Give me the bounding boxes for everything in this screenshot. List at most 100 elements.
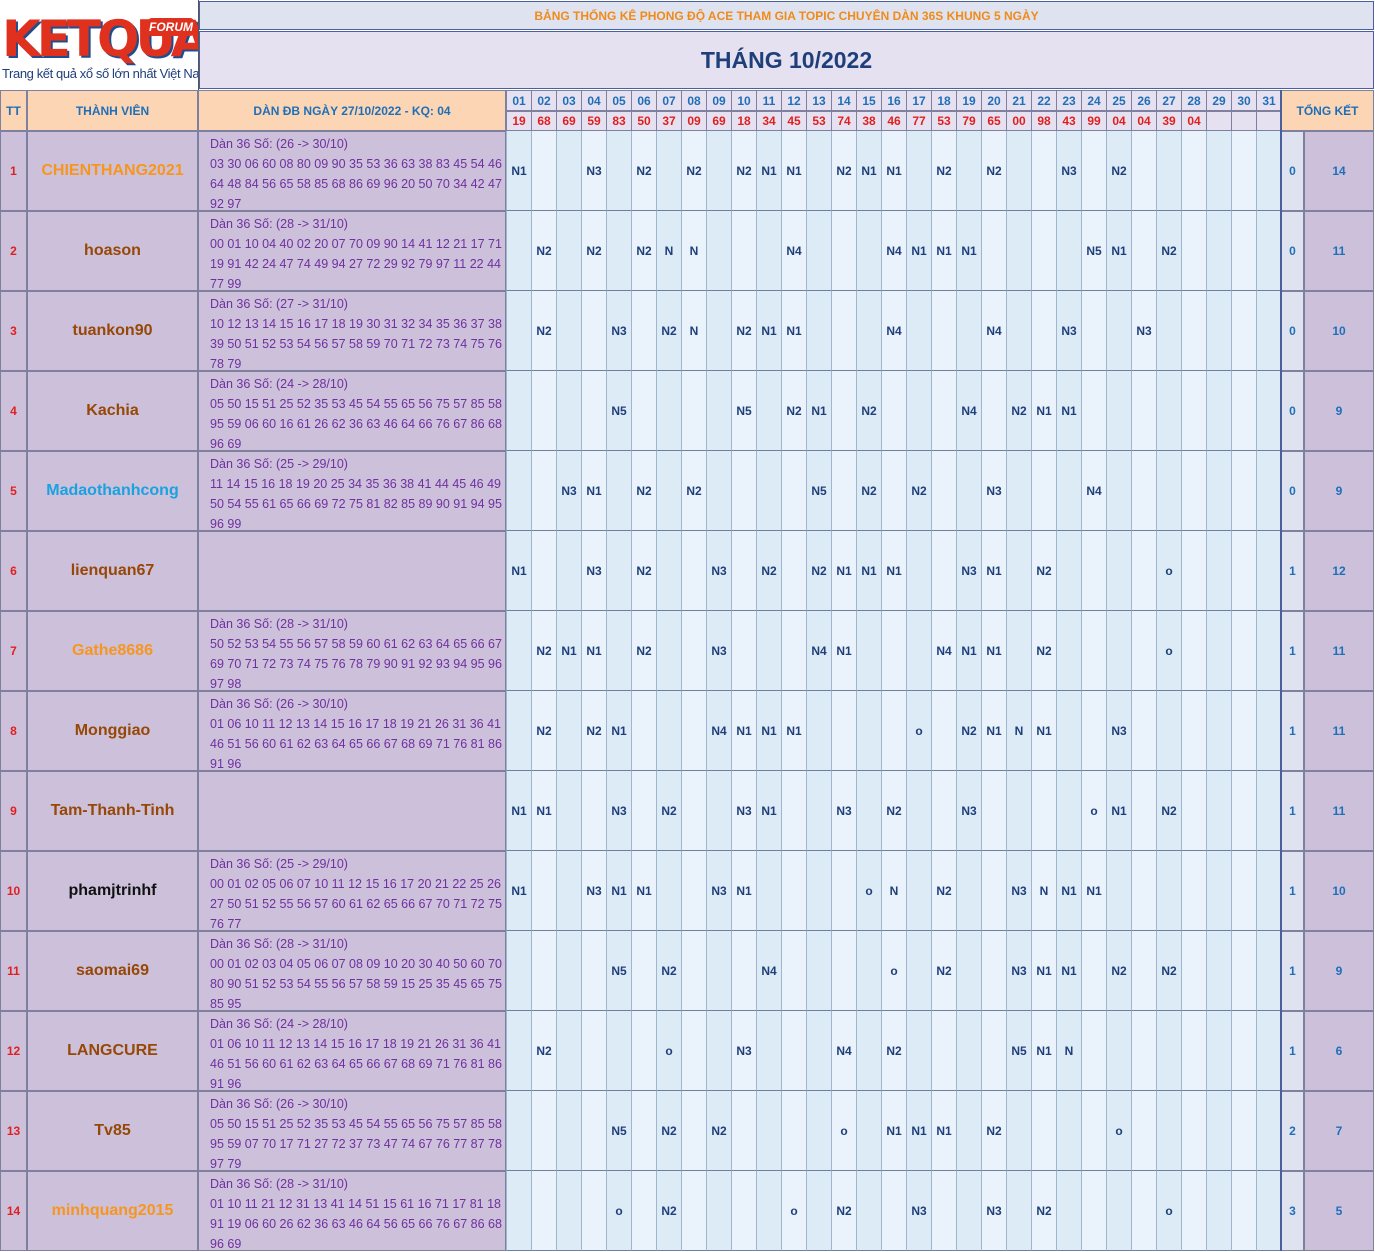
- total-score: 9: [1304, 451, 1374, 531]
- day-mark: [881, 371, 906, 451]
- dan-line: 01 06 10 11 12 13 14 15 16 17 18 19 21 2…: [210, 717, 502, 731]
- day-mark: [956, 131, 981, 211]
- day-mark: [1231, 371, 1256, 451]
- day-mark: N3: [981, 451, 1006, 531]
- day-mark: N2: [656, 1091, 681, 1171]
- day-mark: N3: [1056, 291, 1081, 371]
- day-header: 21: [1006, 90, 1031, 111]
- dan-numbers: Dàn 36 Số: (25 -> 29/10) 00 01 02 05 06 0…: [198, 851, 506, 931]
- member-name[interactable]: Madaothanhcong: [27, 451, 198, 531]
- day-mark: [606, 211, 631, 291]
- day-header: 19: [956, 90, 981, 111]
- day-mark: [906, 851, 931, 931]
- day-mark: N3: [581, 851, 606, 931]
- dan-line: 01 10 11 21 12 31 13 41 14 51 15 61 16 7…: [210, 1197, 502, 1211]
- day-mark: [556, 211, 581, 291]
- day-mark: [1181, 291, 1206, 371]
- day-mark: N2: [1006, 371, 1031, 451]
- member-name[interactable]: Tam-Thanh-Tinh: [27, 771, 198, 851]
- day-mark: [506, 371, 531, 451]
- day-result: 19: [506, 111, 531, 131]
- day-result: 59: [581, 111, 606, 131]
- member-name[interactable]: saomai69: [27, 931, 198, 1011]
- day-mark: [1206, 691, 1231, 771]
- day-mark: [1206, 531, 1231, 611]
- day-mark: N3: [606, 771, 631, 851]
- member-name[interactable]: phamjtrinhf: [27, 851, 198, 931]
- day-mark: [581, 371, 606, 451]
- dan-line: 80 90 51 52 53 54 55 56 57 58 59 15 25 3…: [210, 977, 502, 991]
- site-logo[interactable]: KETQUA2 FORUM Trang kết quả xổ số lớn nh…: [0, 0, 199, 91]
- day-mark: [781, 1011, 806, 1091]
- member-name[interactable]: Tv85: [27, 1091, 198, 1171]
- member-name[interactable]: Monggiao: [27, 691, 198, 771]
- day-mark: [881, 1171, 906, 1251]
- day-mark: [706, 771, 731, 851]
- miss-count: 0: [1281, 451, 1304, 531]
- day-header: 03: [556, 90, 581, 111]
- day-mark: [1031, 451, 1056, 531]
- day-mark: [956, 1091, 981, 1171]
- day-mark: N1: [556, 611, 581, 691]
- dan-line: 77 99: [210, 277, 242, 291]
- day-result: 50: [631, 111, 656, 131]
- member-name[interactable]: minhquang2015: [27, 1171, 198, 1251]
- day-mark: [531, 1091, 556, 1171]
- day-mark: [906, 611, 931, 691]
- row-number: 1: [0, 131, 27, 211]
- day-mark: [1156, 691, 1181, 771]
- dan-heading: Dàn 36 Số: (24 -> 28/10): [210, 377, 348, 391]
- day-result: 69: [556, 111, 581, 131]
- day-mark: o: [606, 1171, 631, 1251]
- day-mark: [1181, 131, 1206, 211]
- member-name[interactable]: tuankon90: [27, 291, 198, 371]
- day-mark: N2: [931, 131, 956, 211]
- day-mark: [1106, 851, 1131, 931]
- member-name[interactable]: Gathe8686: [27, 611, 198, 691]
- day-mark: [1256, 691, 1281, 771]
- member-name[interactable]: LANGCURE: [27, 1011, 198, 1091]
- day-mark: [1231, 931, 1256, 1011]
- day-mark: [1131, 771, 1156, 851]
- member-name[interactable]: Kachia: [27, 371, 198, 451]
- day-result: 65: [981, 111, 1006, 131]
- member-name[interactable]: lienquan67: [27, 531, 198, 611]
- dan-numbers: Dàn 36 Số: (28 -> 31/10) 01 10 11 21 12 3…: [198, 1171, 506, 1251]
- day-mark: N4: [931, 611, 956, 691]
- day-header: 06: [631, 90, 656, 111]
- day-mark: [906, 1011, 931, 1091]
- day-header: 16: [881, 90, 906, 111]
- day-mark: [556, 531, 581, 611]
- day-result: 68: [531, 111, 556, 131]
- dan-numbers: Dàn 36 Số: (26 -> 30/10) 01 06 10 11 12 1…: [198, 691, 506, 771]
- dan-numbers: Dàn 36 Số: (28 -> 31/10) 50 52 53 54 55 5…: [198, 611, 506, 691]
- day-mark: [1156, 451, 1181, 531]
- member-name[interactable]: hoason: [27, 211, 198, 291]
- day-mark: [956, 1011, 981, 1091]
- day-result: 39: [1156, 111, 1181, 131]
- day-mark: N2: [531, 691, 556, 771]
- day-mark: [656, 531, 681, 611]
- day-mark: [1131, 531, 1156, 611]
- day-mark: [1081, 371, 1106, 451]
- day-mark: N2: [631, 211, 656, 291]
- dan-line: 97 98: [210, 677, 242, 691]
- miss-count: 0: [1281, 371, 1304, 451]
- day-mark: [531, 371, 556, 451]
- day-mark: N3: [1131, 291, 1156, 371]
- day-mark: N4: [881, 291, 906, 371]
- dan-line: 85 95: [210, 997, 242, 1011]
- day-mark: [781, 931, 806, 1011]
- member-name[interactable]: CHIENTHANG2021: [27, 131, 198, 211]
- day-mark: N2: [831, 131, 856, 211]
- dan-numbers: [198, 531, 506, 611]
- dan-line: 50 52 53 54 55 56 57 58 59 60 61 62 63 6…: [210, 637, 502, 651]
- dan-heading: Dàn 36 Số: (24 -> 28/10): [210, 1017, 348, 1031]
- day-mark: [1181, 371, 1206, 451]
- day-mark: N: [1031, 851, 1056, 931]
- day-result: 09: [681, 111, 706, 131]
- day-mark: [856, 931, 881, 1011]
- day-mark: [706, 371, 731, 451]
- day-mark: [531, 131, 556, 211]
- banner-title: BẢNG THỐNG KÊ PHONG ĐỘ ACE THAM GIA TOPI…: [199, 1, 1374, 30]
